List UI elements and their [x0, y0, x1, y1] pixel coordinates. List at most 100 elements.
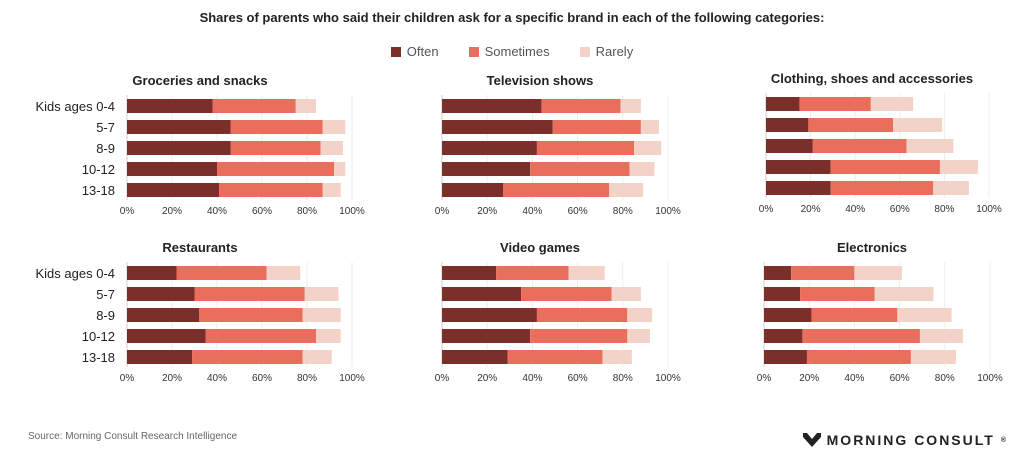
- x-tick-label: 20%: [801, 204, 821, 215]
- category-label: 8-9: [96, 141, 115, 156]
- x-tick-label: 80%: [297, 206, 317, 217]
- category-label: 10-12: [82, 329, 115, 344]
- bar-often-kids-ages-0-4: [442, 266, 497, 280]
- bar-rarely-5-7: [611, 287, 641, 301]
- bar-often-8-9: [127, 141, 231, 155]
- x-tick-label: 100%: [976, 204, 1002, 215]
- bar-sometimes-kids-ages-0-4: [799, 97, 871, 111]
- bar-sometimes-5-7: [800, 287, 875, 301]
- panel-title: Clothing, shoes and accessories: [771, 71, 973, 86]
- bar-sometimes-kids-ages-0-4: [212, 99, 296, 113]
- bar-rarely-10-12: [627, 329, 650, 343]
- x-tick-label: 80%: [297, 373, 317, 384]
- bar-often-10-12: [127, 162, 217, 176]
- x-tick-label: 20%: [799, 373, 819, 384]
- bar-sometimes-8-9: [536, 308, 628, 322]
- bar-sometimes-13-18: [503, 183, 610, 197]
- legend-item-sometimes: Sometimes: [468, 44, 550, 59]
- category-label: 5-7: [96, 120, 115, 135]
- panel-title: Video games: [500, 240, 580, 255]
- bar-often-5-7: [764, 287, 801, 301]
- bar-sometimes-5-7: [808, 118, 894, 132]
- bar-sometimes-8-9: [230, 141, 321, 155]
- bar-often-5-7: [127, 120, 231, 134]
- x-tick-label: 20%: [162, 373, 182, 384]
- x-tick-label: 0%: [120, 206, 135, 217]
- bar-rarely-13-18: [322, 183, 341, 197]
- panel-restaurants: Restaurants 0% 20% 40% 60% 80% 100% Kids ages 0…: [36, 240, 365, 384]
- bar-often-10-12: [764, 329, 803, 343]
- bar-rarely-kids-ages-0-4: [620, 99, 641, 113]
- bar-rarely-kids-ages-0-4: [266, 266, 301, 280]
- panel-television-shows: Television shows 0% 20% 40% 60% 80% 100%: [435, 73, 681, 217]
- panel-groceries-and-snacks: Groceries and snacks 0% 20% 40% 60% 80% 100% Ki…: [36, 73, 365, 217]
- bar-sometimes-kids-ages-0-4: [791, 266, 855, 280]
- x-tick-label: 20%: [477, 206, 497, 217]
- source-note: Source: Morning Consult Research Intelli…: [28, 431, 237, 442]
- bar-rarely-10-12: [919, 329, 963, 343]
- category-label: Kids ages 0-4: [36, 99, 116, 114]
- bar-sometimes-8-9: [812, 139, 907, 153]
- bar-sometimes-10-12: [530, 162, 630, 176]
- bar-rarely-10-12: [334, 162, 346, 176]
- x-tick-label: 60%: [252, 206, 272, 217]
- bar-often-10-12: [766, 160, 831, 174]
- bar-rarely-5-7: [893, 118, 943, 132]
- bar-rarely-10-12: [629, 162, 655, 176]
- bar-rarely-kids-ages-0-4: [854, 266, 902, 280]
- bar-sometimes-5-7: [521, 287, 612, 301]
- x-tick-label: 0%: [435, 373, 450, 384]
- panel-electronics: Electronics 0% 20% 40% 60% 80% 100%: [757, 240, 1003, 384]
- brand-mark-icon: [802, 433, 821, 447]
- x-tick-label: 80%: [613, 373, 633, 384]
- bar-often-8-9: [766, 139, 813, 153]
- bar-sometimes-5-7: [552, 120, 641, 134]
- brand-logo: MORNING CONSULT ®: [802, 432, 1006, 448]
- bar-sometimes-kids-ages-0-4: [541, 99, 621, 113]
- category-label: Kids ages 0-4: [36, 266, 116, 281]
- bar-sometimes-13-18: [192, 350, 303, 364]
- bar-sometimes-5-7: [194, 287, 305, 301]
- bar-rarely-kids-ages-0-4: [568, 266, 605, 280]
- bar-rarely-8-9: [302, 308, 341, 322]
- bar-rarely-8-9: [634, 141, 662, 155]
- bar-often-kids-ages-0-4: [127, 266, 177, 280]
- bar-sometimes-10-12: [830, 160, 940, 174]
- x-tick-label: 100%: [655, 206, 681, 217]
- bar-rarely-5-7: [640, 120, 659, 134]
- x-tick-label: 20%: [162, 206, 182, 217]
- bar-rarely-5-7: [304, 287, 339, 301]
- bar-often-kids-ages-0-4: [764, 266, 792, 280]
- legend-label-rarely: Rarely: [595, 44, 634, 59]
- x-tick-label: 80%: [935, 373, 955, 384]
- brand-registered: ®: [1000, 436, 1006, 444]
- x-tick-label: 60%: [568, 373, 588, 384]
- bar-often-13-18: [127, 350, 193, 364]
- bar-rarely-8-9: [320, 141, 343, 155]
- chart-title: Shares of parents who said their childre…: [199, 10, 825, 25]
- legend-swatch-sometimes: [468, 46, 479, 57]
- bar-sometimes-10-12: [217, 162, 334, 176]
- bar-often-kids-ages-0-4: [766, 97, 800, 111]
- category-label: 8-9: [96, 308, 115, 323]
- x-tick-label: 60%: [890, 373, 910, 384]
- bar-rarely-5-7: [874, 287, 934, 301]
- brand-name: MORNING CONSULT: [826, 432, 995, 448]
- legend: Often Sometimes Rarely: [0, 44, 1024, 59]
- x-tick-label: 0%: [757, 373, 772, 384]
- bar-sometimes-10-12: [530, 329, 628, 343]
- category-label: 13-18: [82, 183, 115, 198]
- bar-sometimes-13-18: [219, 183, 323, 197]
- x-tick-label: 0%: [120, 373, 135, 384]
- panel-video-games: Video games 0% 20% 40% 60% 80% 100%: [435, 240, 681, 384]
- legend-label-often: Often: [406, 44, 439, 59]
- x-tick-label: 20%: [477, 373, 497, 384]
- bar-sometimes-5-7: [230, 120, 323, 134]
- x-tick-label: 100%: [339, 206, 365, 217]
- bar-often-5-7: [127, 287, 195, 301]
- x-tick-label: 0%: [435, 206, 450, 217]
- bar-often-13-18: [127, 183, 220, 197]
- bar-often-13-18: [442, 350, 508, 364]
- bar-often-10-12: [127, 329, 206, 343]
